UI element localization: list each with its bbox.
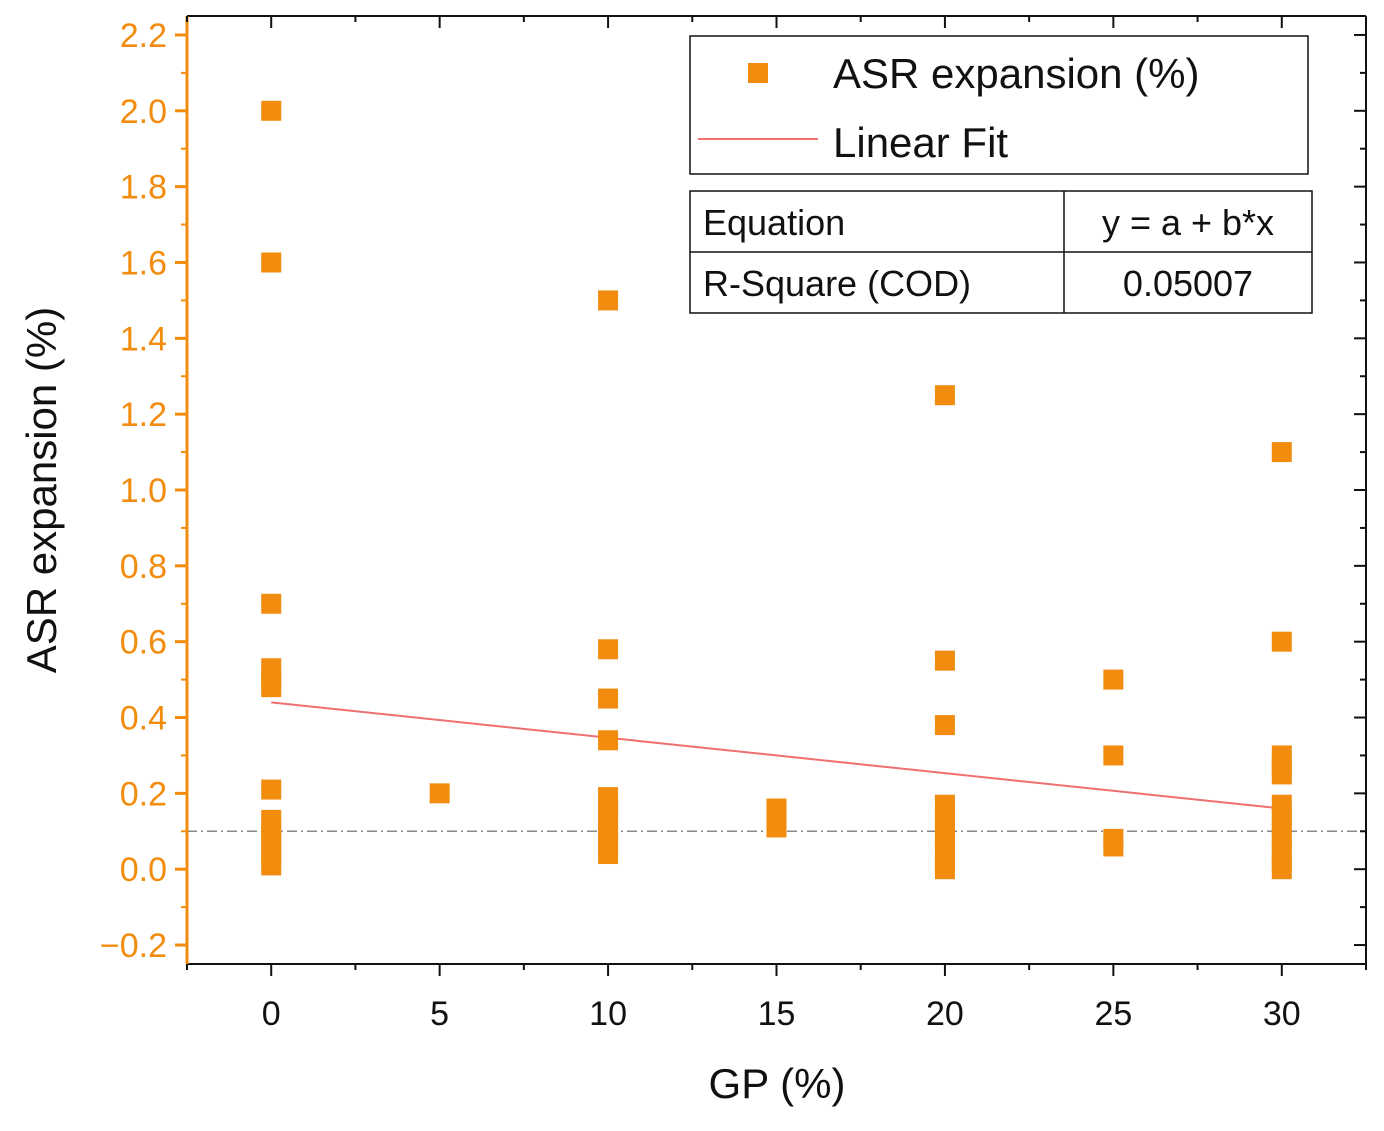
legend-box (689, 35, 1309, 175)
data-point (261, 252, 282, 273)
data-point (261, 855, 282, 876)
data-point (934, 715, 955, 736)
y-tick-label: 0.0 (120, 851, 167, 889)
legend-label-asr: ASR expansion (%) (833, 50, 1200, 97)
x-tick-label: 25 (1094, 995, 1132, 1033)
x-tick-label: 30 (1263, 995, 1301, 1033)
x-ticks: 0 5 10 15 20 25 30 (186, 16, 1367, 1033)
data-point (261, 100, 282, 121)
data-point (1103, 669, 1124, 690)
y-tick-label: −0.2 (100, 927, 167, 965)
data-point (598, 844, 619, 865)
legend: ASR expansion (%) Linear Fit (689, 35, 1309, 175)
data-point (598, 639, 619, 660)
linear-fit-line (271, 701, 1282, 810)
y-tick-label: 1.6 (120, 244, 167, 282)
y-tick-label: 1.0 (120, 472, 167, 510)
y-tick-label: 2.0 (120, 93, 167, 131)
y-tick-label: 1.2 (120, 396, 167, 434)
y-tick-label: 1.8 (120, 169, 167, 207)
data-point (261, 779, 282, 800)
fit-table-equation-value: y = a + b*x (1102, 202, 1274, 243)
x-tick-label: 10 (589, 995, 627, 1033)
y-ticks: −0.2 0.0 0.2 0.4 0.6 0.8 1.0 1.2 1.4 1.6 1.8 2.0 2.2 (100, 17, 1366, 965)
y-tick-label: 0.4 (120, 700, 167, 738)
data-point (1271, 442, 1292, 463)
y-tick-label: 0.6 (120, 624, 167, 662)
x-axis-title: GP (%) (709, 1060, 846, 1107)
y-tick-label: 1.4 (120, 320, 167, 358)
y-tick-label: 0.2 (120, 775, 167, 813)
x-tick-label: 15 (758, 995, 796, 1033)
fit-table-equation-label: Equation (703, 202, 845, 243)
scatter-points (261, 100, 1292, 880)
data-point (598, 730, 619, 751)
data-point (1271, 859, 1292, 880)
fit-line-group (271, 701, 1282, 810)
fit-table-rsquare-label: R-Square (COD) (703, 263, 971, 304)
data-point (598, 688, 619, 709)
data-point (598, 290, 619, 311)
legend-marker-square (748, 63, 768, 83)
y-tick-label: 2.2 (120, 17, 167, 55)
data-point (1103, 836, 1124, 857)
x-tick-label: 20 (926, 995, 964, 1033)
data-point (1271, 764, 1292, 785)
data-point (261, 593, 282, 614)
data-point (1103, 745, 1124, 766)
fit-table-rsquare-value: 0.05007 (1123, 263, 1253, 304)
data-point (934, 650, 955, 671)
data-point (766, 817, 787, 838)
y-axis-title: ASR expansion (%) (18, 307, 65, 674)
data-point (1271, 631, 1292, 652)
data-point (934, 859, 955, 880)
x-tick-label: 0 (262, 995, 281, 1033)
fit-table: Equation y = a + b*x R-Square (COD) 0.05… (689, 190, 1313, 314)
data-point (934, 385, 955, 406)
x-tick-label: 5 (430, 995, 449, 1033)
data-point (429, 783, 450, 804)
y-tick-label: 0.8 (120, 548, 167, 586)
data-point (261, 677, 282, 698)
legend-label-fit: Linear Fit (833, 119, 1008, 166)
